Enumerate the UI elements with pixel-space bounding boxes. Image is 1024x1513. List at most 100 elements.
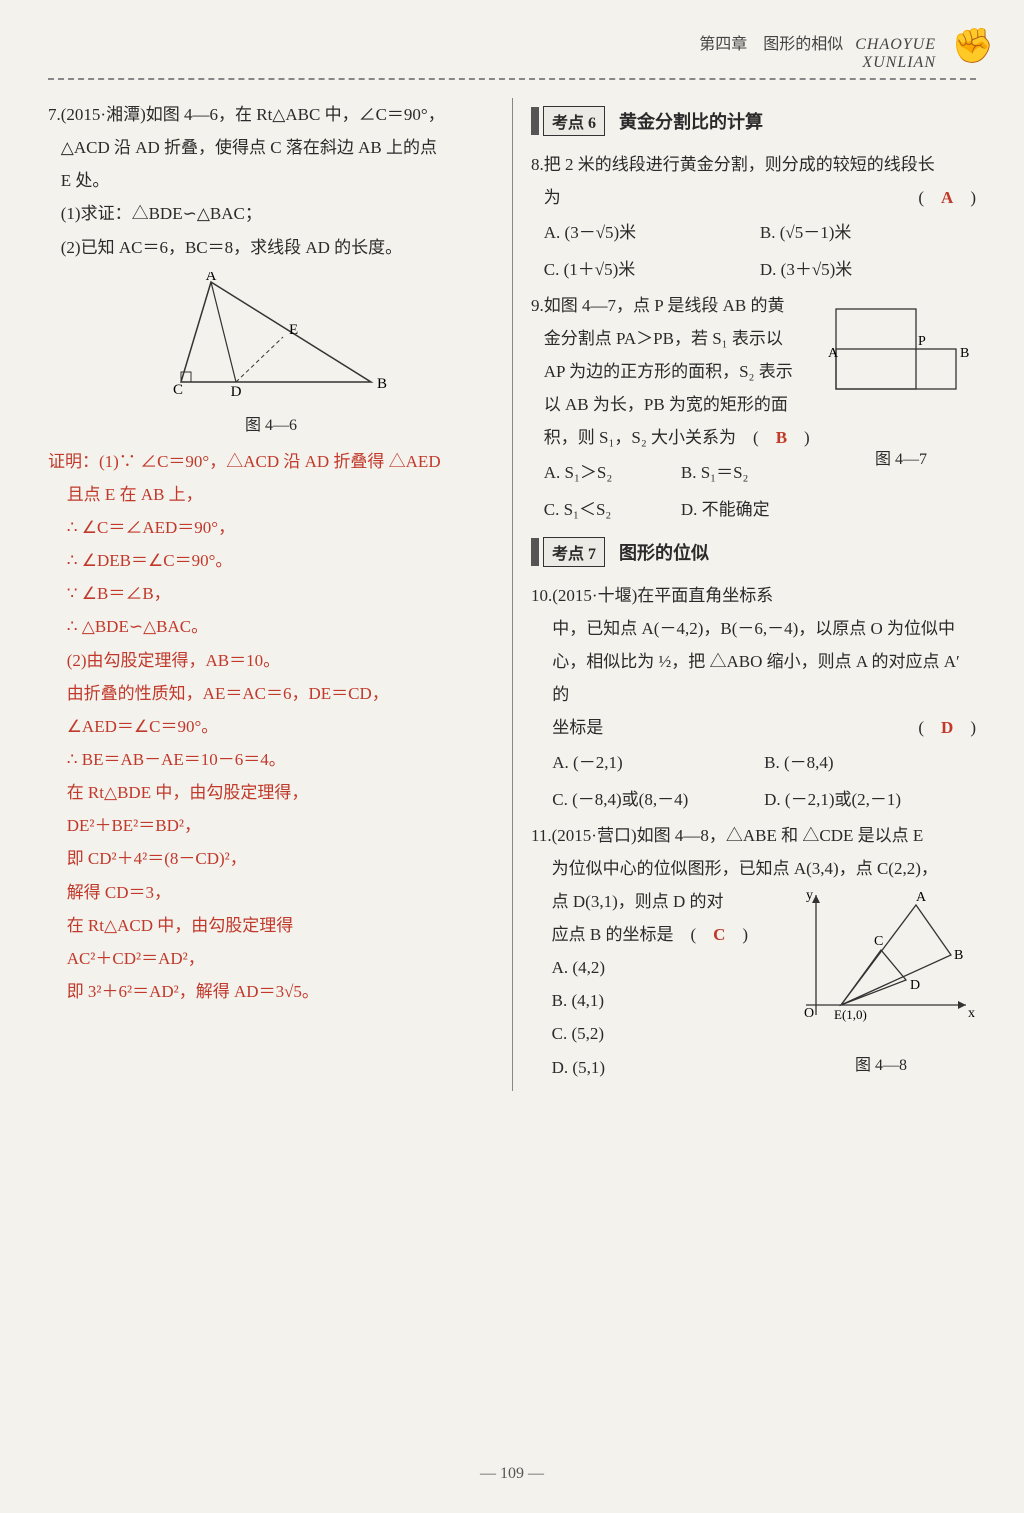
q11-l4: 应点 B 的坐标是 ( C ) [552, 925, 748, 944]
kao-6: 考点 6 黄金分割比的计算 [531, 106, 763, 136]
q11-answer: C [713, 925, 725, 944]
svg-text:B: B [960, 346, 969, 361]
figure-4-6: A C D B E [48, 272, 494, 407]
q10-number: 10. [531, 579, 552, 819]
kao-bar-icon [531, 107, 539, 135]
q10-answer-bracket: ( D ) [918, 711, 976, 744]
q8-opt-b: B. (√5－1)米 [760, 214, 976, 251]
header-rule [48, 78, 976, 80]
q8-number: 8. [531, 148, 544, 289]
q10-opt-a: A. (－2,1) [552, 744, 764, 781]
kao-7: 考点 7 图形的位似 [531, 537, 709, 567]
q7-sub1: (1)求证：△BDE∽△BAC； [61, 204, 262, 223]
kao-6-title: 黄金分割比的计算 [619, 108, 763, 134]
proof-l12: DE²＋BE²＝BD²， [67, 816, 201, 835]
kao-7-label: 考点 7 [543, 537, 605, 567]
q7-sub2: (2)已知 AC＝6，BC＝8，求线段 AD 的长度。 [61, 238, 402, 257]
q8-opt-c: C. (1＋√5)米 [544, 251, 760, 288]
q9-opt-c: C. S₁＜S₂ [544, 491, 681, 528]
kao-bar-icon-2 [531, 538, 539, 566]
proof-l4: ∴ ∠DEB＝∠C＝90°。 [67, 551, 233, 570]
proof-l13: 即 CD²＋4²＝(8－CD)²， [67, 849, 247, 868]
proof-l8: 由折叠的性质知，AE＝AC＝6，DE＝CD， [67, 684, 389, 703]
q10-l3: 心，相似比为 ½，把 △ABO 缩小，则点 A 的对应点 A′的 [552, 652, 959, 704]
q10: 10. (2015·十堰)在平面直角坐标系 中，已知点 A(－4,2)，B(－6… [531, 579, 976, 819]
svg-text:O: O [804, 1006, 814, 1021]
figure-4-7: A P B 图 4—7 [826, 289, 976, 485]
proof-l15: 在 Rt△ACD 中，由勾股定理得 [67, 916, 294, 935]
q9-opt-b: B. S₁＝S₂ [681, 454, 818, 491]
brand-2: XUNLIAN [862, 54, 936, 71]
proof-l10: ∴ BE＝AB－AE＝10－6＝4。 [67, 750, 286, 769]
proof-l16: AC²＋CD²＝AD²， [67, 949, 205, 968]
svg-text:A: A [206, 272, 217, 284]
proof-l6: ∴ △BDE∽△BAC。 [67, 617, 208, 636]
kao-6-label: 考点 6 [543, 106, 605, 136]
left-column: 7. (2015·湘潭)如图 4—6，在 Rt△ABC 中，∠C＝90°， △A… [48, 98, 512, 1091]
q9: 9. A P B 图 4—7 如图 4—7，点 P 是线段 AB 的黄 金分割 [531, 289, 976, 529]
proof-l9: ∠AED＝∠C＝90°。 [67, 717, 219, 736]
q10-l4: 坐标是 [552, 718, 603, 737]
q7-number: 7. [48, 98, 61, 264]
svg-text:y: y [806, 888, 813, 903]
svg-text:E(1,0): E(1,0) [834, 1007, 867, 1022]
proof-l2: 且点 E 在 AB 上， [67, 485, 203, 504]
proof-l7: (2)由勾股定理得，AB＝10。 [67, 651, 280, 670]
proof-l17: 即 3²＋6²＝AD²，解得 AD＝3√5。 [67, 982, 319, 1001]
page-header: 第四章 图形的相似 CHAOYUE XUNLIAN [48, 30, 976, 72]
svg-text:E: E [289, 322, 298, 338]
q11: 11. (2015·营口)如图 4—8，△ABE 和 △CDE 是以点 E 为位… [531, 819, 976, 1092]
svg-text:C: C [173, 382, 183, 398]
q9-number: 9. [531, 289, 544, 529]
q11-l2: 为位似中心的位似图形，已知点 A(3,4)，点 C(2,2)， [552, 859, 938, 878]
q9-l4: 以 AB 为长，PB 为宽的矩形的面 [544, 395, 788, 414]
q7-proof: 证明：(1)∵ ∠C＝90°，△ACD 沿 AD 折叠得 △AED 且点 E 在… [48, 445, 494, 1008]
proof-label: 证明： [48, 452, 99, 471]
svg-text:D: D [910, 978, 920, 993]
proof-l11: 在 Rt△BDE 中，由勾股定理得， [67, 783, 309, 802]
fig-4-8-caption: 图 4—8 [786, 1050, 976, 1081]
q9-l3: AP 为边的正方形的面积，S₂ 表示 [544, 362, 793, 381]
chapter-title: 第四章 图形的相似 [699, 36, 843, 53]
svg-text:B: B [377, 376, 387, 392]
q7-line3: E 处。 [61, 171, 110, 190]
q7-line1: (2015·湘潭)如图 4—6，在 Rt△ABC 中，∠C＝90°， [61, 105, 445, 124]
brand-1: CHAOYUE [855, 36, 936, 53]
q7-line2: △ACD 沿 AD 折叠，使得点 C 落在斜边 AB 上的点 [61, 138, 437, 157]
figure-4-8: O x y E(1,0) A B C D [786, 885, 976, 1091]
q8-answer-bracket: ( A ) [918, 181, 976, 214]
fig-4-6-caption: 图 4—6 [48, 411, 494, 435]
q9-l2: 金分割点 PA＞PB，若 S₁ 表示以 [544, 329, 783, 348]
q7: 7. (2015·湘潭)如图 4—6，在 Rt△ABC 中，∠C＝90°， △A… [48, 98, 494, 264]
q8-text2: 为 [544, 188, 561, 207]
q11-l1: (2015·营口)如图 4—8，△ABE 和 △CDE 是以点 E [552, 826, 924, 845]
q9-answer: B [776, 428, 787, 447]
q10-opt-d: D. (－2,1)或(2,－1) [764, 781, 976, 818]
q10-l1: (2015·十堰)在平面直角坐标系 [552, 586, 773, 605]
q10-l2: 中，已知点 A(－4,2)，B(－6,－4)，以原点 O 为位似中 [552, 619, 955, 638]
q8: 8. 把 2 米的线段进行黄金分割，则分成的较短的线段长 为 ( A ) A. … [531, 148, 976, 289]
q9-opt-d: D. 不能确定 [681, 491, 818, 528]
q8-text: 把 2 米的线段进行黄金分割，则分成的较短的线段长 [544, 155, 935, 174]
svg-text:C: C [874, 934, 883, 949]
q11-number: 11. [531, 819, 552, 1092]
q9-l5: 积，则 S₁，S₂ 大小关系为 ( B ) [544, 428, 810, 447]
q10-opt-c: C. (－8,4)或(8,－4) [552, 781, 764, 818]
q8-opt-d: D. (3＋√5)米 [760, 251, 976, 288]
proof-l1: (1)∵ ∠C＝90°，△ACD 沿 AD 折叠得 △AED [99, 452, 441, 471]
q8-answer: A [941, 188, 953, 207]
right-column: 考点 6 黄金分割比的计算 8. 把 2 米的线段进行黄金分割，则分成的较短的线… [512, 98, 976, 1091]
q9-l1: 如图 4—7，点 P 是线段 AB 的黄 [544, 296, 785, 315]
q11-l3: 点 D(3,1)，则点 D 的对 [552, 892, 724, 911]
svg-text:D: D [231, 384, 242, 400]
svg-text:A: A [916, 890, 927, 905]
q10-opt-b: B. (－8,4) [764, 744, 976, 781]
svg-text:B: B [954, 948, 963, 963]
fist-icon: ✊ [952, 26, 994, 66]
q9-opt-a: A. S₁＞S₂ [544, 454, 681, 491]
svg-text:A: A [828, 346, 839, 361]
proof-l3: ∴ ∠C＝∠AED＝90°， [67, 518, 235, 537]
proof-l14: 解得 CD＝3， [67, 883, 171, 902]
q10-answer: D [941, 718, 953, 737]
kao-7-title: 图形的位似 [619, 539, 709, 565]
